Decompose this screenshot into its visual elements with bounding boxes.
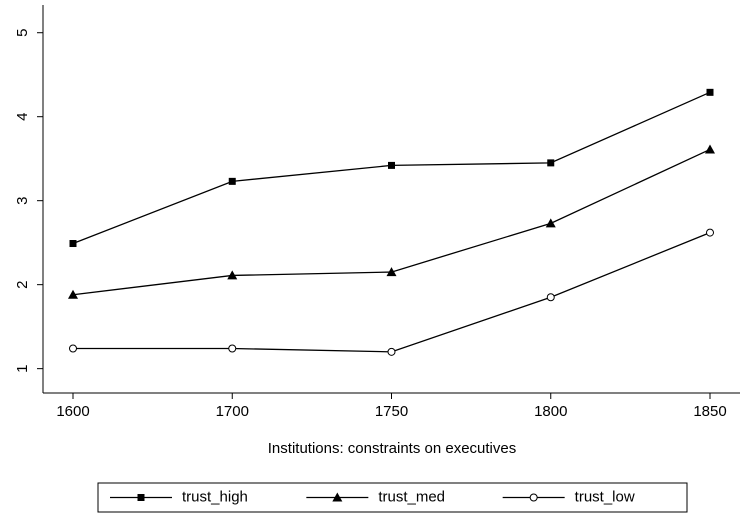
data-point	[228, 344, 237, 353]
x-tick-label: 1600	[56, 403, 89, 420]
y-tick-label: 3	[14, 197, 31, 205]
x-tick-label: 1700	[216, 403, 249, 420]
data-point	[69, 240, 77, 248]
legend-box	[97, 482, 688, 513]
data-point	[706, 88, 714, 96]
data-point	[706, 228, 714, 237]
legend-label: trust_med	[378, 488, 445, 505]
y-tick-label: 5	[14, 29, 31, 37]
x-tick-label: 1750	[375, 403, 408, 420]
y-tick-label: 4	[14, 113, 31, 121]
x-tick-label: 1800	[534, 403, 567, 420]
data-point	[388, 161, 395, 169]
data-point	[69, 344, 77, 353]
data-point	[705, 144, 715, 154]
legend-label: trust_low	[575, 488, 635, 505]
series-line	[73, 231, 711, 353]
y-tick-label: 2	[14, 280, 31, 288]
data-point	[228, 177, 236, 185]
legend-marker	[137, 494, 145, 501]
legend-label: trust_high	[182, 488, 248, 505]
data-point	[547, 159, 555, 167]
data-point	[227, 270, 238, 280]
x-tick-label: 1850	[693, 403, 726, 420]
legend-marker	[529, 493, 538, 502]
data-point	[387, 347, 396, 356]
legend-marker	[332, 492, 343, 502]
data-point	[545, 218, 556, 228]
y-tick-label: 1	[14, 364, 31, 372]
data-point	[546, 293, 555, 302]
x-axis-title: Institutions: constraints on executives	[268, 440, 516, 457]
data-point	[386, 267, 397, 277]
data-point	[68, 289, 78, 299]
